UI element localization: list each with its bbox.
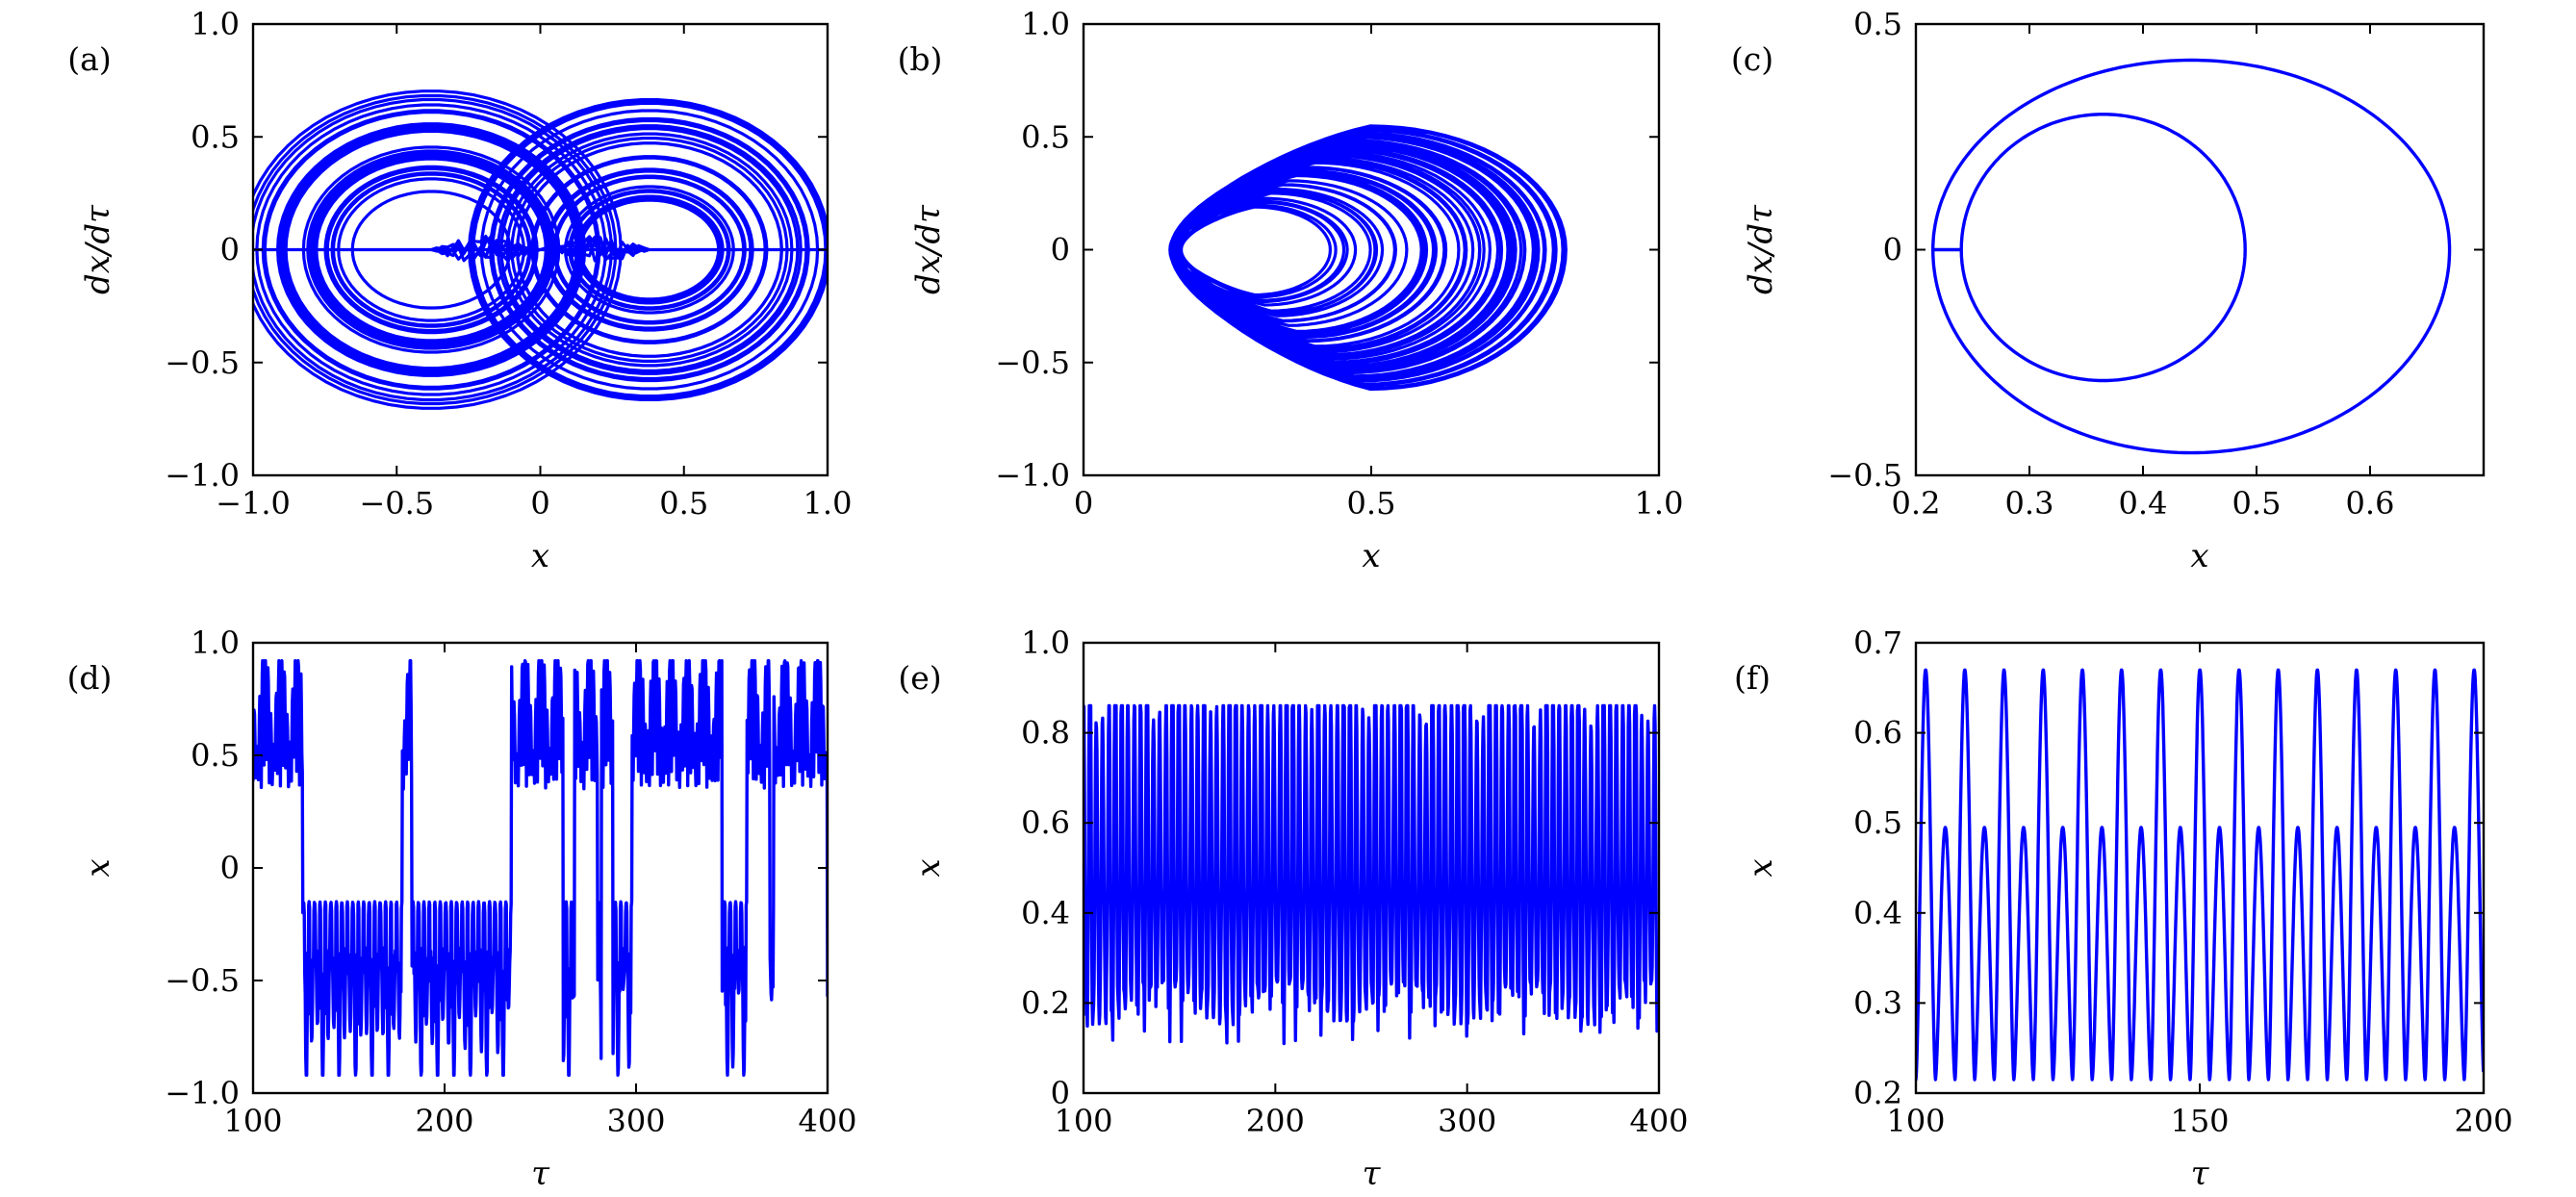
y-tick-label-b: 1.0 xyxy=(1021,6,1070,42)
y-tick-label-e: 0 xyxy=(1051,1075,1070,1111)
y-tick-label-c: −0.5 xyxy=(1827,457,1902,494)
x-tick-label-e: 300 xyxy=(1438,1103,1496,1139)
y-tick-label-f: 0.3 xyxy=(1853,984,1902,1021)
y-tick-label-f: 0.2 xyxy=(1853,1075,1902,1111)
y-axis-label-e: x xyxy=(909,858,948,877)
y-tick-label-b: −0.5 xyxy=(995,344,1070,381)
y-tick-label-e: 0.2 xyxy=(1021,984,1070,1021)
y-tick-label-b: −1.0 xyxy=(995,457,1070,494)
panel-label-c: (c) xyxy=(1731,40,1773,78)
y-axis-label-f: x xyxy=(1742,858,1780,877)
x-axis-label-d: τ xyxy=(531,1155,550,1193)
x-tick-label-a: −1.0 xyxy=(216,485,291,522)
y-tick-label-a: 0 xyxy=(220,232,240,268)
y-tick-label-c: 0.5 xyxy=(1853,6,1902,42)
plot-frame-e xyxy=(1082,641,1661,1095)
y-axis-label-c: dx/dτ xyxy=(1742,204,1780,294)
panel-label-e: (e) xyxy=(898,659,941,697)
y-tick-label-e: 0.6 xyxy=(1021,804,1070,841)
y-tick-label-f: 0.7 xyxy=(1853,624,1902,661)
x-tick-label-b: 0 xyxy=(1074,485,1093,522)
y-tick-label-a: −0.5 xyxy=(165,344,240,381)
panel-c: 0.2 0.3 0.4 0.5 0.6 −0.5 0 0.5 x dx/dτ (c) xyxy=(1731,6,2486,575)
y-tick-label-d: −1.0 xyxy=(165,1075,240,1111)
panel-f: 100 150 200 0.2 0.3 0.4 0.5 0.6 0.7 τ x (f) xyxy=(1734,624,2513,1193)
y-axis-label-a: dx/dτ xyxy=(79,204,117,294)
y-tick-label-b: 0 xyxy=(1051,232,1070,268)
series-line-d xyxy=(253,659,828,1077)
y-tick-label-a: 0.5 xyxy=(191,118,240,155)
y-tick-label-d: 1.0 xyxy=(191,624,240,661)
y-tick-label-d: 0.5 xyxy=(191,737,240,774)
series-line-c xyxy=(1931,58,2452,455)
y-tick-label-a: 1.0 xyxy=(191,6,240,42)
x-tick-label-a: 1.0 xyxy=(803,485,853,522)
x-tick-label-a: 0.5 xyxy=(659,485,708,522)
panel-label-d: (d) xyxy=(67,659,113,697)
panel-e: 100 200 300 400 0 0.2 0.4 0.6 0.8 1.0 τ x (e) xyxy=(898,624,1688,1193)
x-tick-label-c: 0.6 xyxy=(2346,485,2395,522)
series-line-b xyxy=(1168,124,1568,392)
y-tick-label-e: 1.0 xyxy=(1021,624,1070,661)
panel-b: 0 0.5 1.0 −1.0 −0.5 0 0.5 1.0 x dx/dτ (b) xyxy=(898,6,1684,575)
y-tick-label-e: 0.4 xyxy=(1021,895,1070,931)
plot-frame-c xyxy=(1914,22,2486,477)
x-tick-label-c: 0.5 xyxy=(2232,485,2282,522)
y-tick-label-a: −1.0 xyxy=(165,457,240,494)
x-tick-label-e: 100 xyxy=(1054,1103,1112,1139)
panel-a: −1.0 −0.5 0 0.5 1.0 −1.0 −0.5 0 0.5 1.0 x dx/dτ (a) xyxy=(67,6,852,575)
x-tick-label-e: 200 xyxy=(1246,1103,1305,1139)
series-line-a xyxy=(253,89,828,410)
y-tick-label-d: 0 xyxy=(220,850,240,886)
x-tick-label-d: 200 xyxy=(415,1103,473,1139)
x-tick-label-a: −0.5 xyxy=(359,485,434,522)
x-tick-label-a: 0 xyxy=(530,485,549,522)
x-tick-label-f: 150 xyxy=(2170,1103,2229,1139)
panel-label-a: (a) xyxy=(67,40,111,78)
y-tick-label-f: 0.4 xyxy=(1853,895,1902,931)
panel-label-f: (f) xyxy=(1734,659,1771,697)
x-axis-label-c: x xyxy=(2190,537,2208,575)
x-tick-label-f: 100 xyxy=(1886,1103,1945,1139)
panel-d: 100 200 300 400 −1.0 −0.5 0 0.5 1.0 τ x (d) xyxy=(67,624,857,1193)
x-tick-label-b: 1.0 xyxy=(1635,485,1684,522)
x-tick-label-d: 300 xyxy=(606,1103,665,1139)
x-axis-label-b: x xyxy=(1362,537,1380,575)
y-tick-label-b: 0.5 xyxy=(1021,118,1070,155)
y-tick-label-f: 0.5 xyxy=(1853,804,1902,841)
y-tick-label-f: 0.6 xyxy=(1853,715,1902,751)
x-tick-label-c: 0.4 xyxy=(2119,485,2168,522)
x-axis-label-a: x xyxy=(531,537,549,575)
x-axis-label-f: τ xyxy=(2191,1155,2210,1193)
x-tick-label-d: 100 xyxy=(223,1103,282,1139)
x-tick-label-d: 400 xyxy=(798,1103,856,1139)
y-axis-label-d: x xyxy=(79,858,117,877)
x-axis-label-e: τ xyxy=(1363,1155,1382,1193)
y-axis-label-b: dx/dτ xyxy=(909,204,948,294)
series-line-f xyxy=(1916,668,2484,1082)
series-line-e xyxy=(1084,703,1659,1046)
y-tick-label-c: 0 xyxy=(1883,232,1902,268)
y-tick-label-e: 0.8 xyxy=(1021,715,1070,751)
x-tick-label-f: 200 xyxy=(2454,1103,2512,1139)
x-tick-label-c: 0.3 xyxy=(2005,485,2054,522)
x-tick-label-e: 400 xyxy=(1629,1103,1688,1139)
y-tick-label-d: −0.5 xyxy=(165,962,240,999)
x-tick-label-b: 0.5 xyxy=(1347,485,1396,522)
panel-label-b: (b) xyxy=(898,40,943,78)
x-tick-label-c: 0.2 xyxy=(1892,485,1941,522)
